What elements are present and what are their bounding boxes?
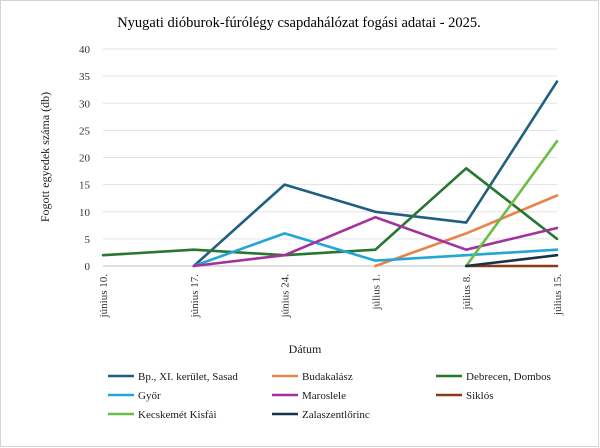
legend-label: Budakalász — [302, 371, 353, 383]
series-line — [464, 253, 559, 268]
legend-label: Debrecen, Dombos — [466, 371, 551, 383]
legend-label: Bp., XI. kerület, Sasad — [138, 371, 238, 383]
series-line — [374, 194, 559, 268]
x-axis-label: Dátum — [289, 342, 322, 356]
y-axis-ticks: 0 5 10 15 20 25 30 35 40 — [79, 44, 91, 273]
legend-label: Maroslele — [302, 390, 346, 402]
legend: Bp., XI. kerület, Sasad Budakalász Debrece… — [108, 371, 551, 421]
y-tick-label: 35 — [79, 71, 91, 83]
series-line — [192, 215, 559, 268]
series-lines — [101, 80, 559, 268]
y-tick-label: 30 — [79, 98, 91, 110]
legend-label: Siklós — [466, 390, 494, 402]
series-line — [192, 80, 559, 268]
series-line — [192, 232, 559, 268]
x-tick-label: június 24. — [280, 274, 292, 319]
chart-title: Nyugati dióburok-fúrólégy csapdahálózat … — [117, 15, 481, 31]
x-axis-ticks: június 10. június 17. június 24. július 1. j… — [98, 274, 564, 319]
legend-label: Győr — [138, 390, 161, 402]
series-line — [101, 167, 559, 257]
series-line — [464, 139, 559, 268]
y-tick-label: 40 — [79, 44, 91, 56]
x-tick-label: július 15. — [552, 274, 564, 316]
y-tick-label: 5 — [85, 234, 91, 246]
x-tick-label: július 8. — [461, 274, 473, 311]
legend-label: Zalaszentlőrinc — [302, 409, 370, 421]
y-tick-label: 15 — [79, 180, 91, 192]
y-tick-label: 0 — [85, 261, 91, 273]
y-tick-label: 25 — [79, 125, 91, 137]
y-tick-label: 10 — [79, 207, 91, 219]
legend-label: Kecskemét Kisfái — [138, 409, 217, 421]
y-axis-label: Fogott egyedek száma (db) — [38, 92, 52, 222]
x-tick-label: július 1. — [370, 274, 382, 311]
x-tick-label: június 10. — [98, 274, 110, 319]
x-tick-label: június 17. — [189, 274, 201, 319]
y-tick-label: 20 — [79, 153, 91, 165]
